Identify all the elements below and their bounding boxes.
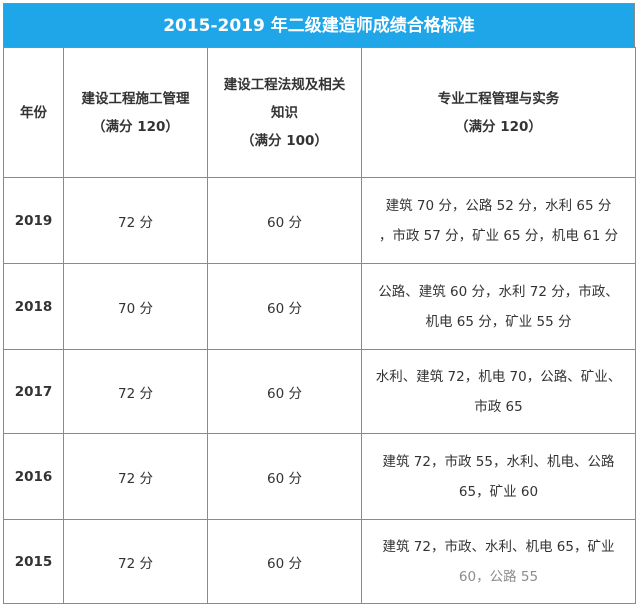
practice-score-cell: 水利、建筑 72，机电 70，公路、矿业、 市政 65 [361, 349, 636, 434]
law-score-cell: 60 分 [207, 433, 362, 520]
mgmt-score-cell: 72 分 [63, 519, 208, 604]
header-row: 年份 建设工程施工管理 （满分 120） 建设工程法规及相关 知识 （满分 10… [3, 47, 636, 178]
header-year: 年份 [3, 47, 64, 178]
law-score-cell: 60 分 [207, 519, 362, 604]
practice-score-cell: 建筑 72，市政 55，水利、机电、公路 65，矿业 60 [361, 433, 636, 520]
header-practice: 专业工程管理与实务 （满分 120） [361, 47, 636, 178]
table-row: 2015 72 分 60 分 建筑 72，市政、水利、机电 65，矿业 60，公… [3, 519, 636, 604]
year-cell: 2016 [3, 433, 64, 520]
year-cell: 2015 [3, 519, 64, 604]
practice-score-cell: 公路、建筑 60 分，水利 72 分，市政、 机电 65 分，矿业 55 分 [361, 263, 636, 350]
table-title: 2015-2019 年二级建造师成绩合格标准 [3, 3, 635, 47]
year-cell: 2018 [3, 263, 64, 350]
table-row: 2016 72 分 60 分 建筑 72，市政 55，水利、机电、公路 65，矿… [3, 433, 636, 520]
mgmt-score-cell: 72 分 [63, 433, 208, 520]
law-score-cell: 60 分 [207, 177, 362, 264]
mgmt-score-cell: 70 分 [63, 263, 208, 350]
practice-score-cell: 建筑 72，市政、水利、机电 65，矿业 60，公路 55 [361, 519, 636, 604]
year-cell: 2019 [3, 177, 64, 264]
table-row: 2018 70 分 60 分 公路、建筑 60 分，水利 72 分，市政、 机电… [3, 263, 636, 350]
standards-table-container: 2015-2019 年二级建造师成绩合格标准 年份 建设工程施工管理 （满分 1… [3, 3, 636, 604]
table-row: 2017 72 分 60 分 水利、建筑 72，机电 70，公路、矿业、 市政 … [3, 349, 636, 434]
mgmt-score-cell: 72 分 [63, 349, 208, 434]
passing-standards-table: 年份 建设工程施工管理 （满分 120） 建设工程法规及相关 知识 （满分 10… [3, 47, 636, 604]
header-construction-mgmt: 建设工程施工管理 （满分 120） [63, 47, 208, 178]
year-cell: 2017 [3, 349, 64, 434]
header-law: 建设工程法规及相关 知识 （满分 100） [207, 47, 362, 178]
law-score-cell: 60 分 [207, 263, 362, 350]
table-row: 2019 72 分 60 分 建筑 70 分，公路 52 分，水利 65 分 ，… [3, 177, 636, 264]
mgmt-score-cell: 72 分 [63, 177, 208, 264]
law-score-cell: 60 分 [207, 349, 362, 434]
practice-score-cell: 建筑 70 分，公路 52 分，水利 65 分 ，市政 57 分，矿业 65 分… [361, 177, 636, 264]
